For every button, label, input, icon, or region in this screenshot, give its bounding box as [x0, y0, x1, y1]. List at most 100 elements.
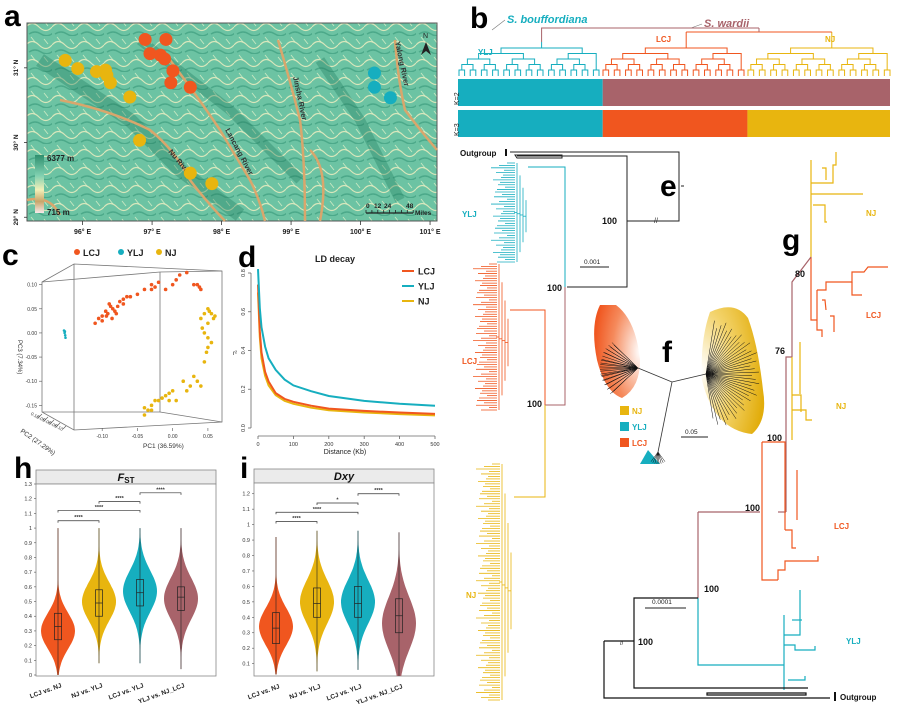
pca-point-lcj	[192, 282, 196, 287]
map-point-nj	[71, 62, 85, 76]
f-ray-nj	[705, 373, 756, 380]
violin-box	[177, 586, 185, 611]
pca-y-tick-label: 0.05	[27, 307, 37, 313]
f-ray-lcj	[600, 364, 639, 369]
panel-letter-f: f	[662, 336, 673, 369]
f-ray-nj	[705, 373, 757, 396]
dendro-branch-nj	[827, 69, 834, 76]
y-tick-label: 0.1	[242, 662, 250, 668]
f-ray-lcj	[600, 359, 639, 369]
dendro-branch-ylj	[469, 69, 477, 76]
dendro-branch-ylj	[466, 58, 491, 65]
pca-xlabel: PC1 (36.59%)	[143, 443, 184, 450]
dendro-branch-ylj	[556, 58, 580, 65]
y-tick-label: 1.2	[24, 497, 32, 503]
pca-legend: LCJ YLJ NJ	[74, 248, 177, 258]
map-point-nj	[205, 177, 219, 191]
pca-x-ticks: -0.10 -0.05 0.00 0.05	[96, 428, 213, 440]
ld-y-tick-label: 0.2	[241, 385, 247, 393]
f-ray-nj	[705, 360, 757, 375]
y-tick-label: 1	[247, 523, 250, 529]
elevation-legend: 6377 m 715 m	[35, 154, 74, 217]
panel-letter-e: e	[660, 170, 677, 203]
f-legend-swatch-ylj	[620, 422, 629, 431]
e-support-2: 100	[547, 283, 562, 293]
f-ray-lcj	[600, 367, 639, 370]
y-tick-label: 0.1	[24, 658, 32, 664]
pca-point-nj	[163, 393, 168, 398]
g-clade-lcj-2: LCJ	[834, 522, 849, 531]
map-scale-bar: 0 12 24 48 Miles	[365, 203, 432, 217]
pca-point-lcj	[125, 294, 129, 299]
pca-point-lcj	[170, 282, 175, 287]
panel-i-dxy: i Dxy 0.1 0.2 0.3 0.4 0.5 0.6 0.7 0.8 0.9 1 1.1 1.2…	[240, 452, 435, 707]
f-ray-nj	[705, 373, 752, 376]
map-y-tick-label: 30° N	[12, 134, 20, 151]
dendro-clade-nj: NJ	[825, 35, 835, 44]
ld-line-ylj	[257, 269, 436, 407]
species-label-wardii: S. wardii	[704, 18, 750, 30]
dendro-branch-lcj	[670, 69, 677, 76]
f-ray-nj	[705, 350, 752, 375]
pca-z-tick	[38, 413, 43, 418]
pca-point-nj	[170, 389, 175, 393]
map-point-lcj	[143, 47, 157, 61]
map-x-tick-label: 97° E	[143, 228, 161, 236]
svg-text:N: N	[423, 33, 428, 40]
dendro-branch-ylj	[514, 69, 522, 76]
f-ray-nj	[705, 373, 721, 420]
pca-point-lcj	[118, 299, 122, 304]
dendro-branch-nj	[804, 69, 811, 76]
e-ylj-stem	[528, 166, 566, 287]
f-ray-lcj	[603, 367, 639, 381]
dendro-branch-nj	[767, 53, 814, 59]
dendro-branch-lcj	[644, 47, 728, 54]
dendro-branch-lcj	[658, 69, 666, 76]
legend-dot-ylj	[118, 249, 124, 255]
pca-point-nj	[174, 398, 178, 403]
significance-label: ****	[313, 507, 322, 513]
g-support-6: 100	[638, 637, 653, 647]
dendro-branch-nj	[846, 58, 871, 65]
map-point-nj	[183, 166, 197, 180]
e-outgroup-label: Outgroup	[460, 149, 497, 158]
map-point-ylj	[367, 66, 381, 80]
pca-point-nj	[202, 360, 207, 364]
dendro-branch-lcj	[695, 64, 708, 70]
panel-letter-c: c	[2, 239, 19, 272]
panel-letter-d: d	[238, 241, 256, 274]
f-ray-nj	[705, 373, 743, 401]
f-ray-nj	[705, 352, 757, 375]
pca-x-tick-label: -0.05	[132, 434, 144, 440]
e-clade-nj: NJ	[466, 591, 476, 600]
f-ray-lcj	[602, 355, 639, 369]
g-support-3: 100	[767, 433, 782, 443]
north-arrow-icon: N	[421, 33, 431, 55]
dendro-branch-ylj	[548, 69, 555, 76]
dendro-branch-ylj	[528, 64, 541, 70]
dendro-branch-nj	[818, 64, 831, 70]
dendro-branch-lcj	[692, 69, 700, 76]
significance-bracket	[275, 511, 359, 515]
dendro-branch-ylj	[536, 69, 544, 76]
dendro-branch-nj	[861, 69, 868, 76]
pca-point-nj	[181, 379, 186, 384]
pca-z-tick-label: 0.00	[42, 417, 53, 426]
g-support-1: 80	[795, 269, 805, 279]
f-ray-nj	[705, 373, 752, 387]
pca-x-tick-label: 0.05	[203, 434, 213, 440]
map-x-tick-label: 101° E	[420, 228, 441, 236]
f-ray-nj	[705, 328, 717, 375]
panel-letter-b: b	[470, 2, 488, 35]
y-tick-label: 0.2	[24, 644, 32, 650]
dendro-branch-lcj	[650, 64, 663, 70]
f-ray-ylj	[657, 451, 664, 463]
f-ray-lcj	[611, 342, 639, 369]
dendro-branch-ylj	[570, 69, 578, 76]
pca-point-nj	[167, 398, 171, 403]
elevation-max: 6377 m	[47, 154, 74, 163]
pca-point-lcj	[135, 292, 140, 297]
map-point-nj	[123, 90, 137, 104]
violin-box	[313, 587, 321, 618]
e-support-3: 100	[527, 399, 542, 409]
